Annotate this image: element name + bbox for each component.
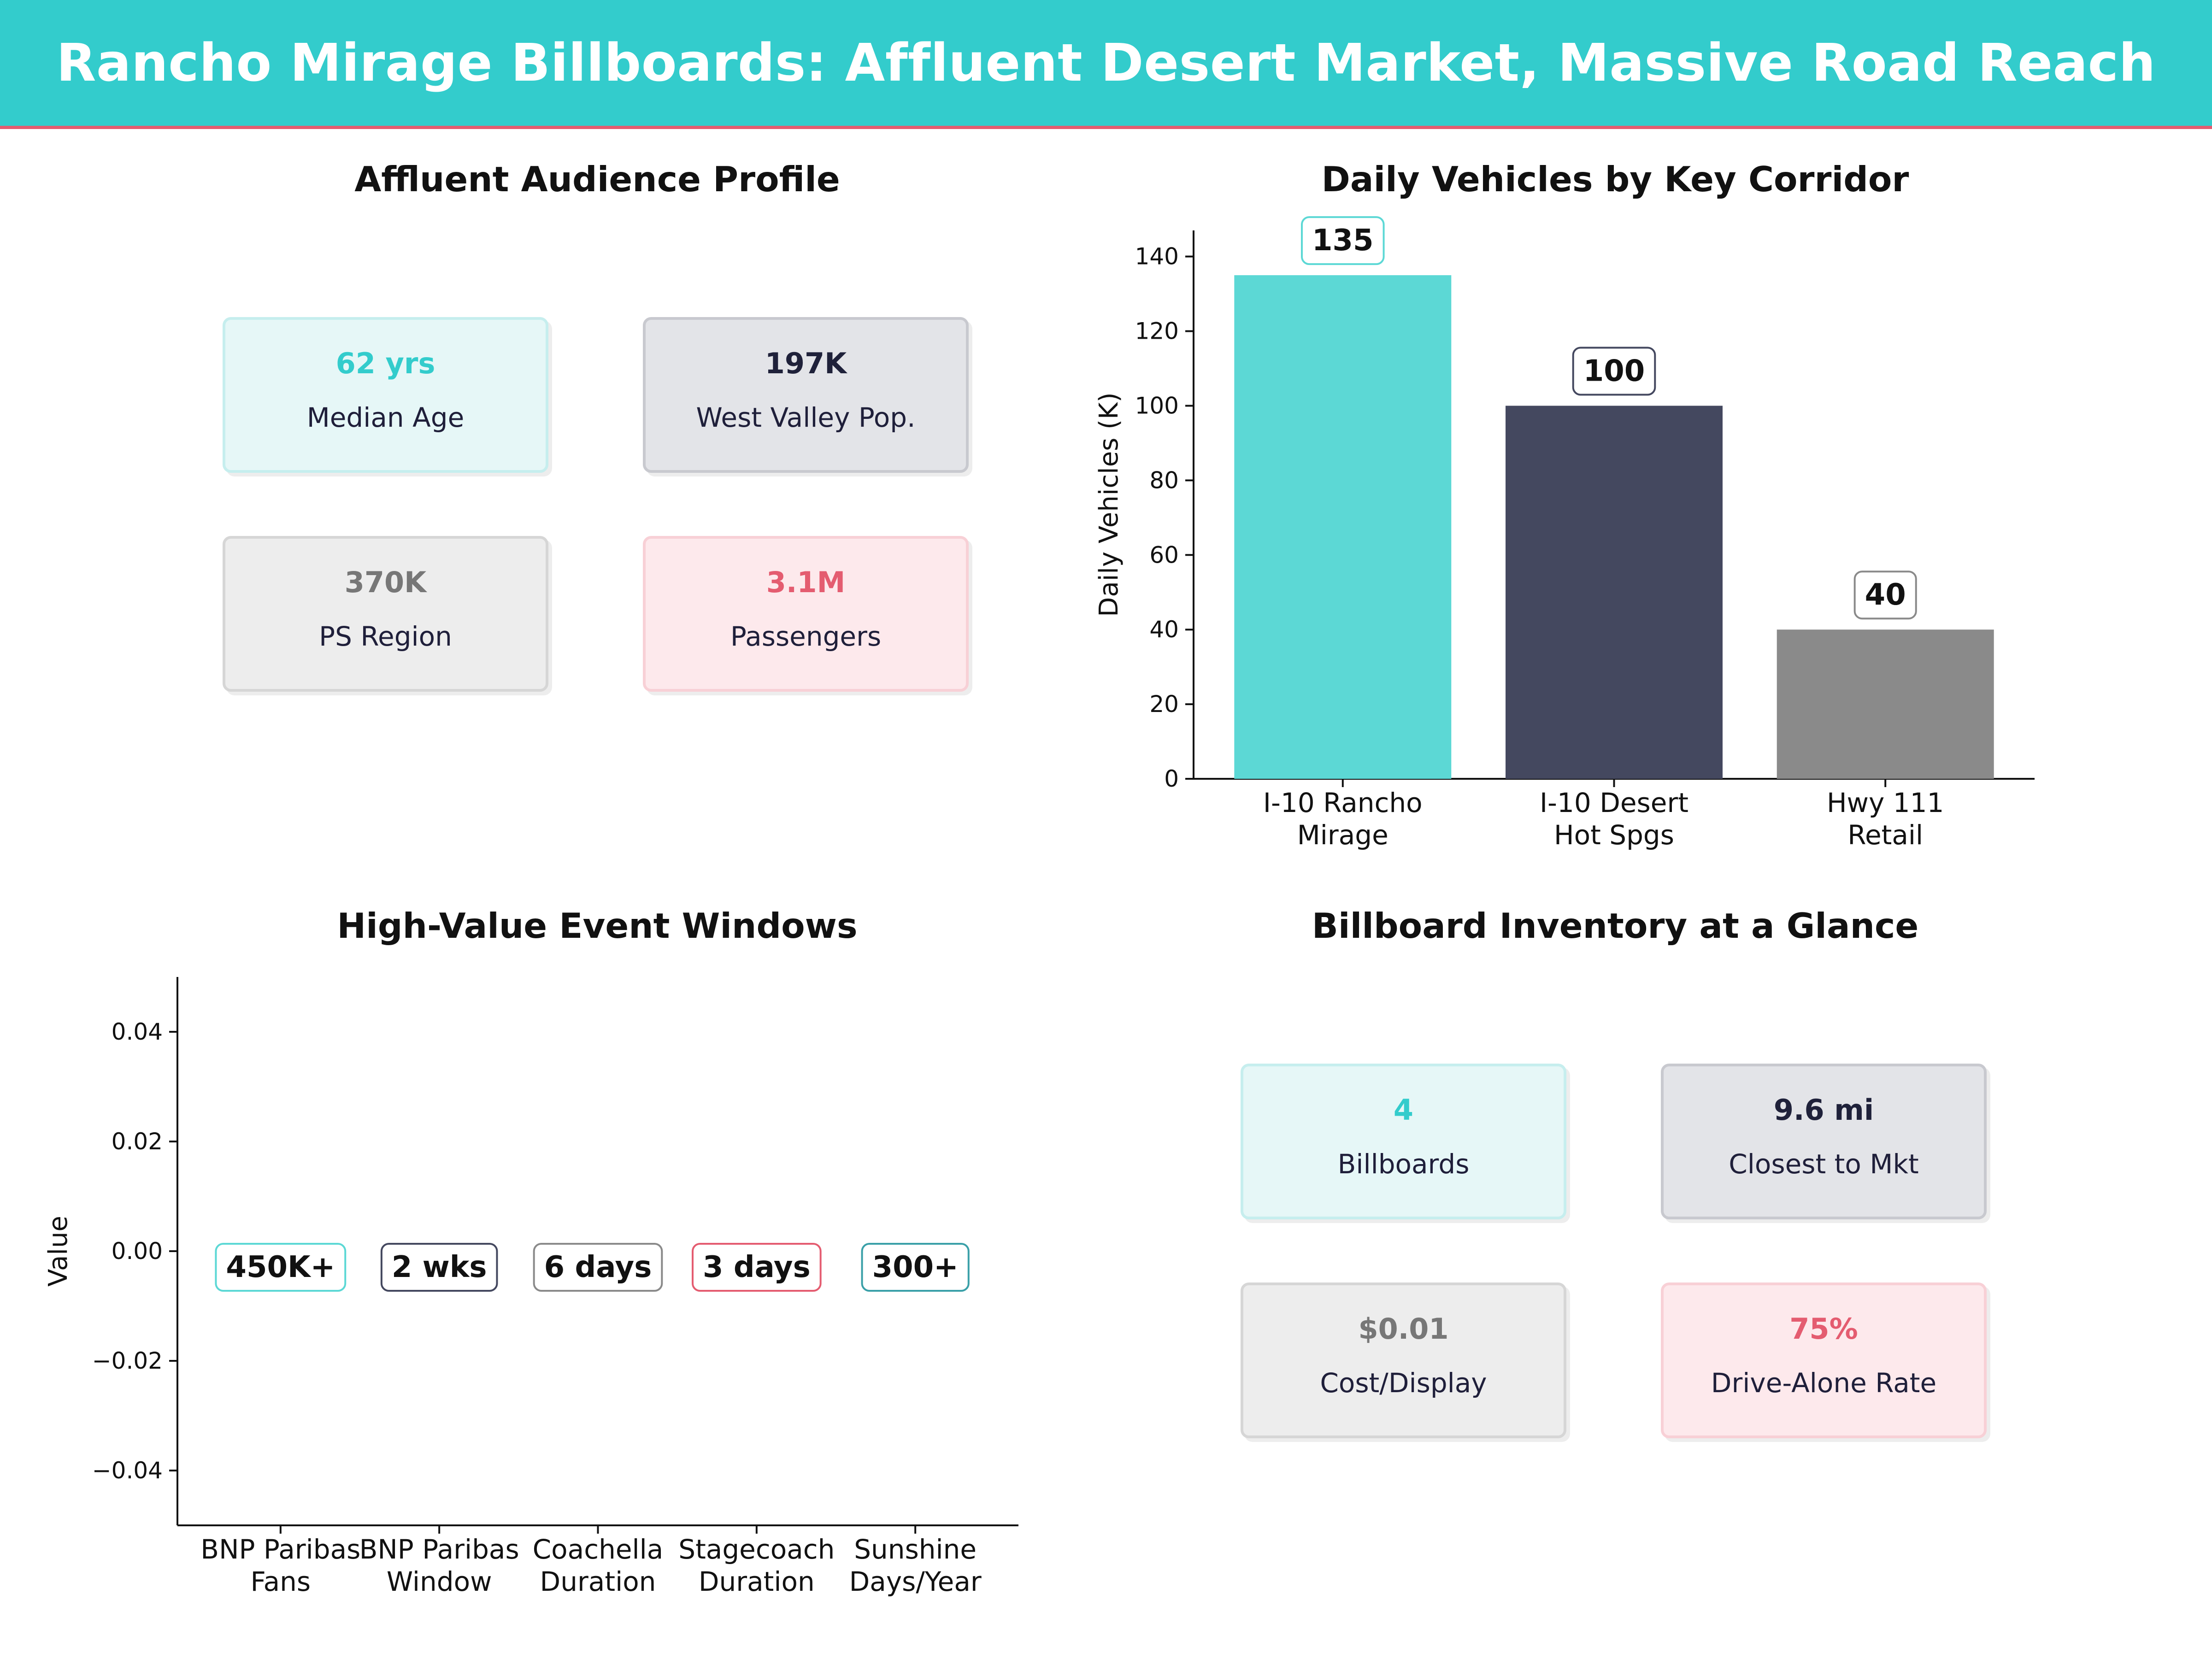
kpi-card-drive-alone-rate: 75% Drive-Alone Rate bbox=[1661, 1282, 1987, 1438]
kpi-value: $0.01 bbox=[1358, 1312, 1449, 1346]
y-tick-label: 0.02 bbox=[112, 1128, 163, 1155]
kpi-value: 9.6 mi bbox=[1773, 1093, 1874, 1127]
kpi-value: 3.1M bbox=[766, 565, 846, 599]
event-value-label-text: 450K+ bbox=[226, 1250, 335, 1284]
event-value-label: 2 wks bbox=[380, 1243, 498, 1292]
bar-value-label-text: 100 bbox=[1583, 354, 1645, 388]
bar-value-label: 135 bbox=[1300, 216, 1385, 265]
bar-value-label-box bbox=[1853, 571, 1917, 620]
event-value-label: 3 days bbox=[692, 1243, 822, 1292]
x-tick-label: BNP Paribas Window bbox=[359, 1534, 519, 1597]
y-tick-label: 40 bbox=[1149, 616, 1179, 643]
kpi-label: Billboards bbox=[1337, 1148, 1470, 1180]
kpi-label: West Valley Pop. bbox=[696, 402, 916, 433]
kpi-card-cost-per-display: $0.01 Cost/Display bbox=[1241, 1282, 1566, 1438]
y-tick-label: 120 bbox=[1135, 318, 1179, 345]
bar-value-label-text: 40 bbox=[1865, 578, 1906, 612]
inventory-panel-title: Billboard Inventory at a Glance bbox=[1312, 906, 1919, 946]
kpi-card-ps-region: 370K PS Region bbox=[223, 536, 548, 692]
event-value-label-box bbox=[380, 1243, 498, 1292]
x-tick-label: Coachella Duration bbox=[533, 1534, 664, 1597]
kpi-card-median-age: 62 yrs Median Age bbox=[223, 317, 548, 473]
kpi-label: PS Region bbox=[319, 621, 452, 652]
x-tick-label: Sunshine Days/Year bbox=[849, 1534, 982, 1597]
corridor-chart-title: Daily Vehicles by Key Corridor bbox=[1321, 159, 1909, 200]
y-tick-label: 100 bbox=[1135, 392, 1179, 419]
events-chart-title: High-Value Event Windows bbox=[337, 906, 858, 946]
x-tick-label: I-10 Rancho Mirage bbox=[1263, 787, 1423, 851]
title-banner: Rancho Mirage Billboards: Affluent Deser… bbox=[0, 0, 2212, 129]
y-axis-label: Daily Vehicles (K) bbox=[1094, 392, 1124, 617]
event-value-label: 450K+ bbox=[215, 1243, 347, 1292]
event-value-label-text: 300+ bbox=[872, 1250, 959, 1284]
kpi-value: 197K bbox=[765, 347, 847, 380]
x-tick-label: Stagecoach Duration bbox=[678, 1534, 835, 1597]
bar-value-label-box bbox=[1572, 347, 1656, 396]
kpi-card-billboards: 4 Billboards bbox=[1241, 1064, 1566, 1219]
event-value-label-text: 3 days bbox=[703, 1250, 811, 1284]
y-tick-label: 140 bbox=[1135, 243, 1179, 270]
kpi-card-closest-to-mkt: 9.6 mi Closest to Mkt bbox=[1661, 1064, 1987, 1219]
corridor-bar-chart: 0 20 40 60 80 100 120 140 Daily Vehicles (K) I-10… bbox=[1094, 216, 2035, 851]
kpi-label: Drive-Alone Rate bbox=[1711, 1367, 1937, 1399]
y-tick-label: 80 bbox=[1149, 467, 1179, 494]
y-tick-label: 20 bbox=[1149, 691, 1179, 718]
kpi-card-passengers: 3.1M Passengers bbox=[643, 536, 969, 692]
kpi-label: Closest to Mkt bbox=[1729, 1148, 1919, 1180]
y-tick-label: −0.04 bbox=[92, 1457, 163, 1484]
bar-value-label-box bbox=[1300, 216, 1385, 265]
y-tick-label: 60 bbox=[1149, 541, 1179, 568]
event-value-label-box bbox=[861, 1243, 970, 1292]
kpi-card-west-valley-pop: 197K West Valley Pop. bbox=[643, 317, 969, 473]
x-tick-label: I-10 Desert Hot Spgs bbox=[1540, 787, 1688, 851]
y-tick-label: 0 bbox=[1164, 765, 1179, 792]
bar bbox=[1506, 406, 1723, 779]
event-value-label-text: 6 days bbox=[544, 1250, 652, 1284]
event-value-label-text: 2 wks bbox=[392, 1250, 487, 1284]
kpi-label: Cost/Display bbox=[1320, 1367, 1487, 1399]
event-value-label-box bbox=[215, 1243, 347, 1292]
events-chart: −0.04 −0.02 0.00 0.02 0.04 Value BNP Paribas Fa… bbox=[43, 977, 1018, 1597]
y-tick-label: 0.00 bbox=[112, 1238, 163, 1265]
bar bbox=[1234, 275, 1452, 779]
bar bbox=[1777, 629, 1994, 779]
page-title: Rancho Mirage Billboards: Affluent Deser… bbox=[56, 33, 2156, 93]
y-tick-label: −0.02 bbox=[92, 1347, 163, 1374]
event-value-label: 300+ bbox=[861, 1243, 970, 1292]
y-axis-label: Value bbox=[43, 1216, 73, 1287]
event-value-label: 6 days bbox=[533, 1243, 663, 1292]
event-value-label-box bbox=[533, 1243, 663, 1292]
event-value-label-box bbox=[692, 1243, 822, 1292]
kpi-value: 370K bbox=[344, 565, 427, 599]
y-tick-label: 0.04 bbox=[112, 1018, 163, 1045]
kpi-label: Passengers bbox=[730, 621, 882, 652]
kpi-value: 62 yrs bbox=[335, 347, 435, 380]
bar-value-label: 100 bbox=[1572, 347, 1656, 396]
kpi-value: 4 bbox=[1393, 1093, 1414, 1127]
bar-value-label-text: 135 bbox=[1312, 224, 1374, 258]
kpi-label: Median Age bbox=[306, 402, 465, 433]
x-tick-label: BNP Paribas Fans bbox=[200, 1534, 360, 1597]
x-tick-label: Hwy 111 Retail bbox=[1827, 787, 1944, 851]
audience-panel-title: Affluent Audience Profile bbox=[354, 159, 840, 200]
kpi-value: 75% bbox=[1789, 1312, 1858, 1346]
bar-value-label: 40 bbox=[1853, 571, 1917, 620]
